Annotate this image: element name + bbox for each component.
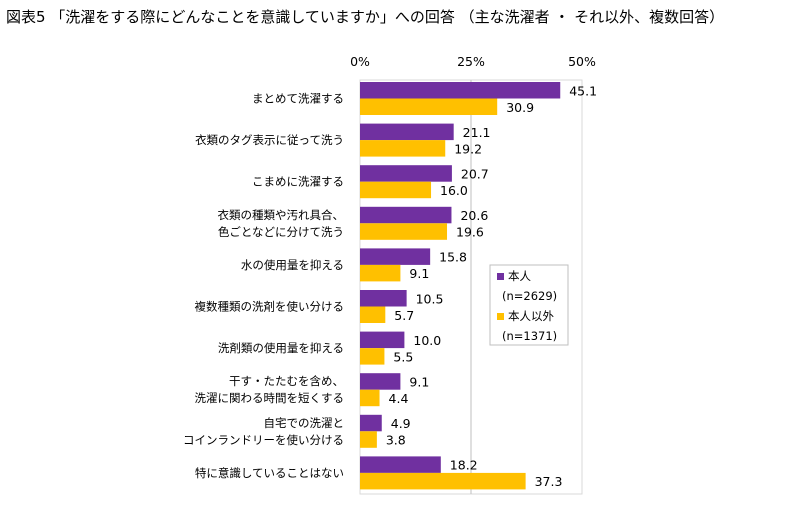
data-label: 10.0 [413, 333, 441, 348]
legend-sample-size: (n=1371) [502, 329, 557, 343]
category-label: コインランドリーを使い分ける [183, 433, 344, 447]
data-label: 5.5 [393, 349, 413, 364]
category-label: 自宅での洗濯と [264, 416, 345, 430]
legend-swatch [497, 313, 504, 320]
x-tick-label: 50% [568, 54, 596, 69]
category-label: 水の使用量を抑える [241, 258, 344, 272]
category-label: こまめに洗濯する [252, 175, 344, 189]
x-tick-label: 25% [457, 54, 485, 69]
data-label: 19.6 [456, 225, 484, 240]
data-label: 9.1 [409, 266, 429, 281]
bar [360, 181, 432, 199]
data-label: 4.4 [389, 391, 409, 406]
data-label: 16.0 [440, 183, 468, 198]
chart-title: 図表5 「洗濯をする際にどんなことを意識していますか」への回答 （主な洗濯者 ・… [6, 8, 725, 26]
category-label: 洗濯に関わる時間を短くする [195, 391, 345, 405]
data-label: 3.8 [386, 433, 406, 448]
bar [360, 123, 454, 141]
data-label: 45.1 [569, 83, 597, 98]
legend-swatch [497, 273, 504, 280]
bar [360, 348, 385, 365]
data-label: 30.9 [506, 100, 534, 115]
data-label: 4.9 [391, 416, 411, 431]
category-label: 衣類の種類や汚れ具合、 [218, 208, 345, 222]
data-label: 10.5 [416, 291, 444, 306]
bar [360, 206, 452, 224]
x-tick-label: 0% [350, 54, 370, 69]
category-label: 干す・たたむを含め、 [229, 374, 344, 388]
legend-entry: 本人 [508, 269, 531, 283]
bar [360, 456, 441, 473]
data-label: 9.1 [409, 374, 429, 389]
bar [360, 306, 386, 323]
bar [360, 290, 407, 307]
category-label: 複数種類の洗剤を使い分ける [195, 300, 345, 314]
data-label: 19.2 [454, 141, 482, 156]
bar [360, 472, 526, 490]
bar [360, 248, 431, 265]
legend-sample-size: (n=2629) [502, 289, 557, 303]
data-label: 20.7 [461, 166, 489, 181]
bar [360, 431, 377, 448]
bar [360, 98, 498, 115]
category-label: 洗剤類の使用量を抑える [218, 341, 344, 355]
category-label: 特に意識していることはない [195, 466, 344, 480]
bar [360, 264, 401, 282]
bar [360, 414, 382, 432]
legend-entry: 本人以外 [508, 309, 554, 323]
category-label: まとめて洗濯する [252, 92, 344, 106]
bar [360, 373, 401, 390]
data-label: 18.2 [450, 458, 478, 473]
data-label: 37.3 [535, 474, 563, 489]
data-label: 21.1 [463, 125, 491, 140]
data-label: 5.7 [394, 308, 414, 323]
category-label: 色ごとなどに分けて洗う [218, 225, 344, 239]
bar [360, 389, 380, 407]
data-label: 20.6 [460, 208, 488, 223]
data-label: 15.8 [439, 250, 467, 265]
category-label: 衣類のタグ表示に従って洗う [195, 133, 344, 147]
bar [360, 140, 446, 157]
bar [360, 331, 405, 349]
bar [360, 82, 561, 99]
bar [360, 165, 452, 182]
bar [360, 223, 448, 240]
